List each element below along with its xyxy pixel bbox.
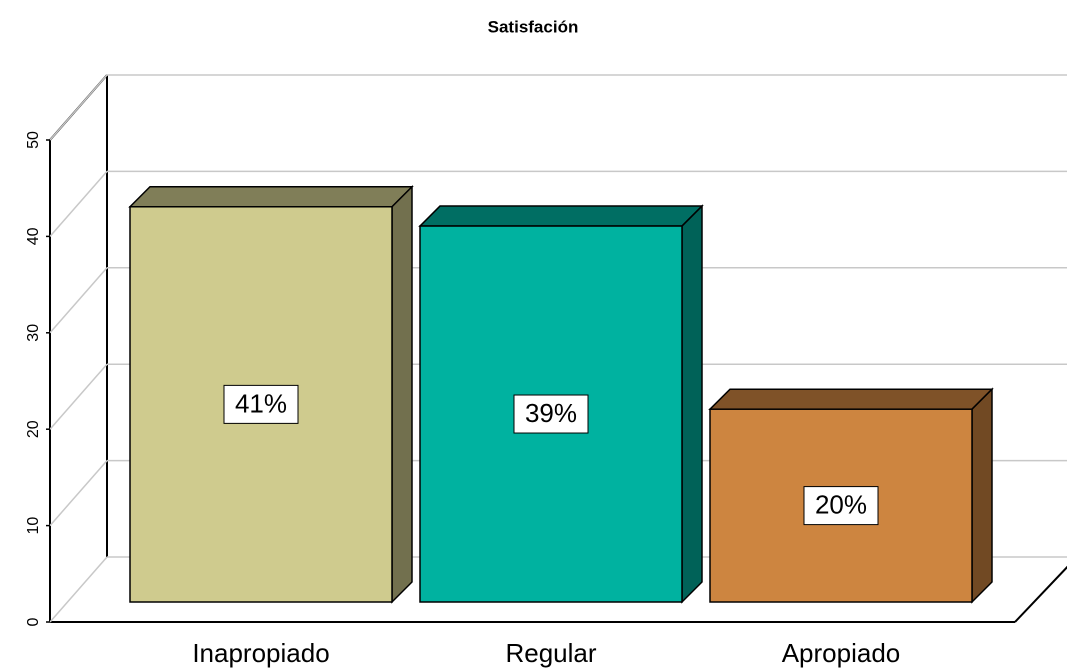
- grid-diagonal: [49, 74, 108, 141]
- y-tick-label: 20: [25, 420, 42, 438]
- y-tick-label: 40: [25, 227, 42, 245]
- grid-diagonal: [49, 556, 108, 623]
- grid-diagonal: [49, 363, 108, 430]
- grid-diagonal: [49, 170, 108, 237]
- grid-diagonal: [49, 460, 108, 527]
- x-tick-label: Regular: [505, 638, 596, 668]
- y-tick-label: 0: [25, 617, 42, 626]
- grid-diagonal: [49, 267, 108, 334]
- value-label: 39%: [525, 398, 577, 428]
- value-label-box: [803, 486, 879, 526]
- x-tick-label: Inapropiado: [192, 638, 329, 668]
- bar-side: [971, 387, 993, 604]
- chart-title: Satisfación: [488, 17, 579, 36]
- bar-top: [128, 186, 414, 208]
- y-tick-label: 10: [25, 517, 42, 535]
- bar-side: [681, 204, 703, 604]
- y-tick-label: 50: [25, 131, 42, 149]
- x-tick-label: Apropiado: [782, 638, 901, 668]
- value-label: 41%: [235, 388, 287, 418]
- value-label-box: [223, 384, 299, 424]
- bar-side: [391, 184, 413, 604]
- value-label-box: [513, 394, 589, 434]
- bar-top: [708, 388, 994, 410]
- y-tick-label: 30: [25, 324, 42, 342]
- value-label: 20%: [815, 489, 867, 519]
- floor-right: [1014, 565, 1067, 623]
- bar-top: [418, 205, 704, 227]
